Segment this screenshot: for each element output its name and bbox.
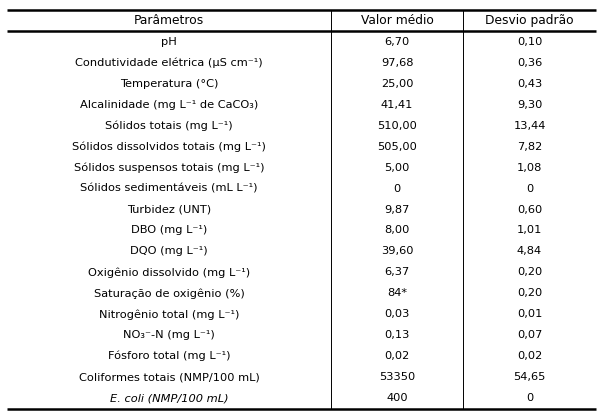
Text: 97,68: 97,68 bbox=[381, 58, 414, 68]
Text: 9,87: 9,87 bbox=[385, 204, 410, 215]
Text: 0,36: 0,36 bbox=[517, 58, 542, 68]
Text: Turbidez (UNT): Turbidez (UNT) bbox=[127, 204, 211, 215]
Text: 0,20: 0,20 bbox=[517, 288, 542, 298]
Text: 6,70: 6,70 bbox=[385, 37, 410, 47]
Text: 13,44: 13,44 bbox=[513, 121, 546, 131]
Text: 0,02: 0,02 bbox=[517, 351, 542, 361]
Text: Saturação de oxigênio (%): Saturação de oxigênio (%) bbox=[93, 288, 244, 299]
Text: NO₃⁻-N (mg L⁻¹): NO₃⁻-N (mg L⁻¹) bbox=[123, 330, 215, 340]
Text: E. coli (NMP/100 mL): E. coli (NMP/100 mL) bbox=[110, 393, 229, 403]
Text: 510,00: 510,00 bbox=[377, 121, 417, 131]
Text: 4,84: 4,84 bbox=[517, 246, 542, 256]
Text: 39,60: 39,60 bbox=[381, 246, 414, 256]
Text: 0: 0 bbox=[394, 184, 401, 194]
Text: 53350: 53350 bbox=[379, 372, 415, 382]
Text: 0,02: 0,02 bbox=[385, 351, 410, 361]
Text: 400: 400 bbox=[387, 393, 408, 403]
Text: 5,00: 5,00 bbox=[385, 163, 410, 173]
Text: 6,37: 6,37 bbox=[385, 267, 410, 277]
Text: 0,20: 0,20 bbox=[517, 267, 542, 277]
Text: 0,01: 0,01 bbox=[517, 309, 542, 319]
Text: Coliformes totais (NMP/100 mL): Coliformes totais (NMP/100 mL) bbox=[79, 372, 259, 382]
Text: 0: 0 bbox=[526, 184, 533, 194]
Text: Oxigênio dissolvido (mg L⁻¹): Oxigênio dissolvido (mg L⁻¹) bbox=[88, 267, 250, 278]
Text: 84*: 84* bbox=[387, 288, 407, 298]
Text: 0,43: 0,43 bbox=[517, 79, 542, 89]
Text: Nitrogênio total (mg L⁻¹): Nitrogênio total (mg L⁻¹) bbox=[99, 309, 239, 320]
Text: Valor médio: Valor médio bbox=[361, 14, 434, 28]
Text: 1,01: 1,01 bbox=[517, 225, 542, 235]
Text: Alcalinidade (mg L⁻¹ de CaCO₃): Alcalinidade (mg L⁻¹ de CaCO₃) bbox=[80, 100, 258, 110]
Text: DBO (mg L⁻¹): DBO (mg L⁻¹) bbox=[131, 225, 207, 235]
Text: 7,82: 7,82 bbox=[517, 142, 542, 152]
Text: 0,60: 0,60 bbox=[517, 204, 542, 215]
Text: 9,30: 9,30 bbox=[517, 100, 542, 110]
Text: DQO (mg L⁻¹): DQO (mg L⁻¹) bbox=[130, 246, 208, 256]
Text: Desvio padrão: Desvio padrão bbox=[485, 14, 574, 28]
Text: 0,13: 0,13 bbox=[385, 330, 410, 340]
Text: 8,00: 8,00 bbox=[385, 225, 410, 235]
Text: Sólidos suspensos totais (mg L⁻¹): Sólidos suspensos totais (mg L⁻¹) bbox=[74, 162, 264, 173]
Text: Temperatura (°C): Temperatura (°C) bbox=[120, 79, 218, 89]
Text: 1,08: 1,08 bbox=[517, 163, 542, 173]
Text: 25,00: 25,00 bbox=[381, 79, 414, 89]
Text: 505,00: 505,00 bbox=[377, 142, 417, 152]
Text: Condutividade elétrica (μS cm⁻¹): Condutividade elétrica (μS cm⁻¹) bbox=[75, 57, 263, 68]
Text: Sólidos dissolvidos totais (mg L⁻¹): Sólidos dissolvidos totais (mg L⁻¹) bbox=[72, 141, 266, 152]
Text: 0: 0 bbox=[526, 393, 533, 403]
Text: 0,10: 0,10 bbox=[517, 37, 542, 47]
Text: Sólidos sedimentáveis (mL L⁻¹): Sólidos sedimentáveis (mL L⁻¹) bbox=[80, 184, 258, 194]
Text: Parâmetros: Parâmetros bbox=[134, 14, 204, 28]
Text: 41,41: 41,41 bbox=[381, 100, 413, 110]
Text: 0,03: 0,03 bbox=[385, 309, 410, 319]
Text: 0,07: 0,07 bbox=[517, 330, 542, 340]
Text: 54,65: 54,65 bbox=[513, 372, 546, 382]
Text: Fósforo total (mg L⁻¹): Fósforo total (mg L⁻¹) bbox=[108, 351, 230, 362]
Text: Sólidos totais (mg L⁻¹): Sólidos totais (mg L⁻¹) bbox=[106, 120, 233, 131]
Text: pH: pH bbox=[161, 37, 177, 47]
